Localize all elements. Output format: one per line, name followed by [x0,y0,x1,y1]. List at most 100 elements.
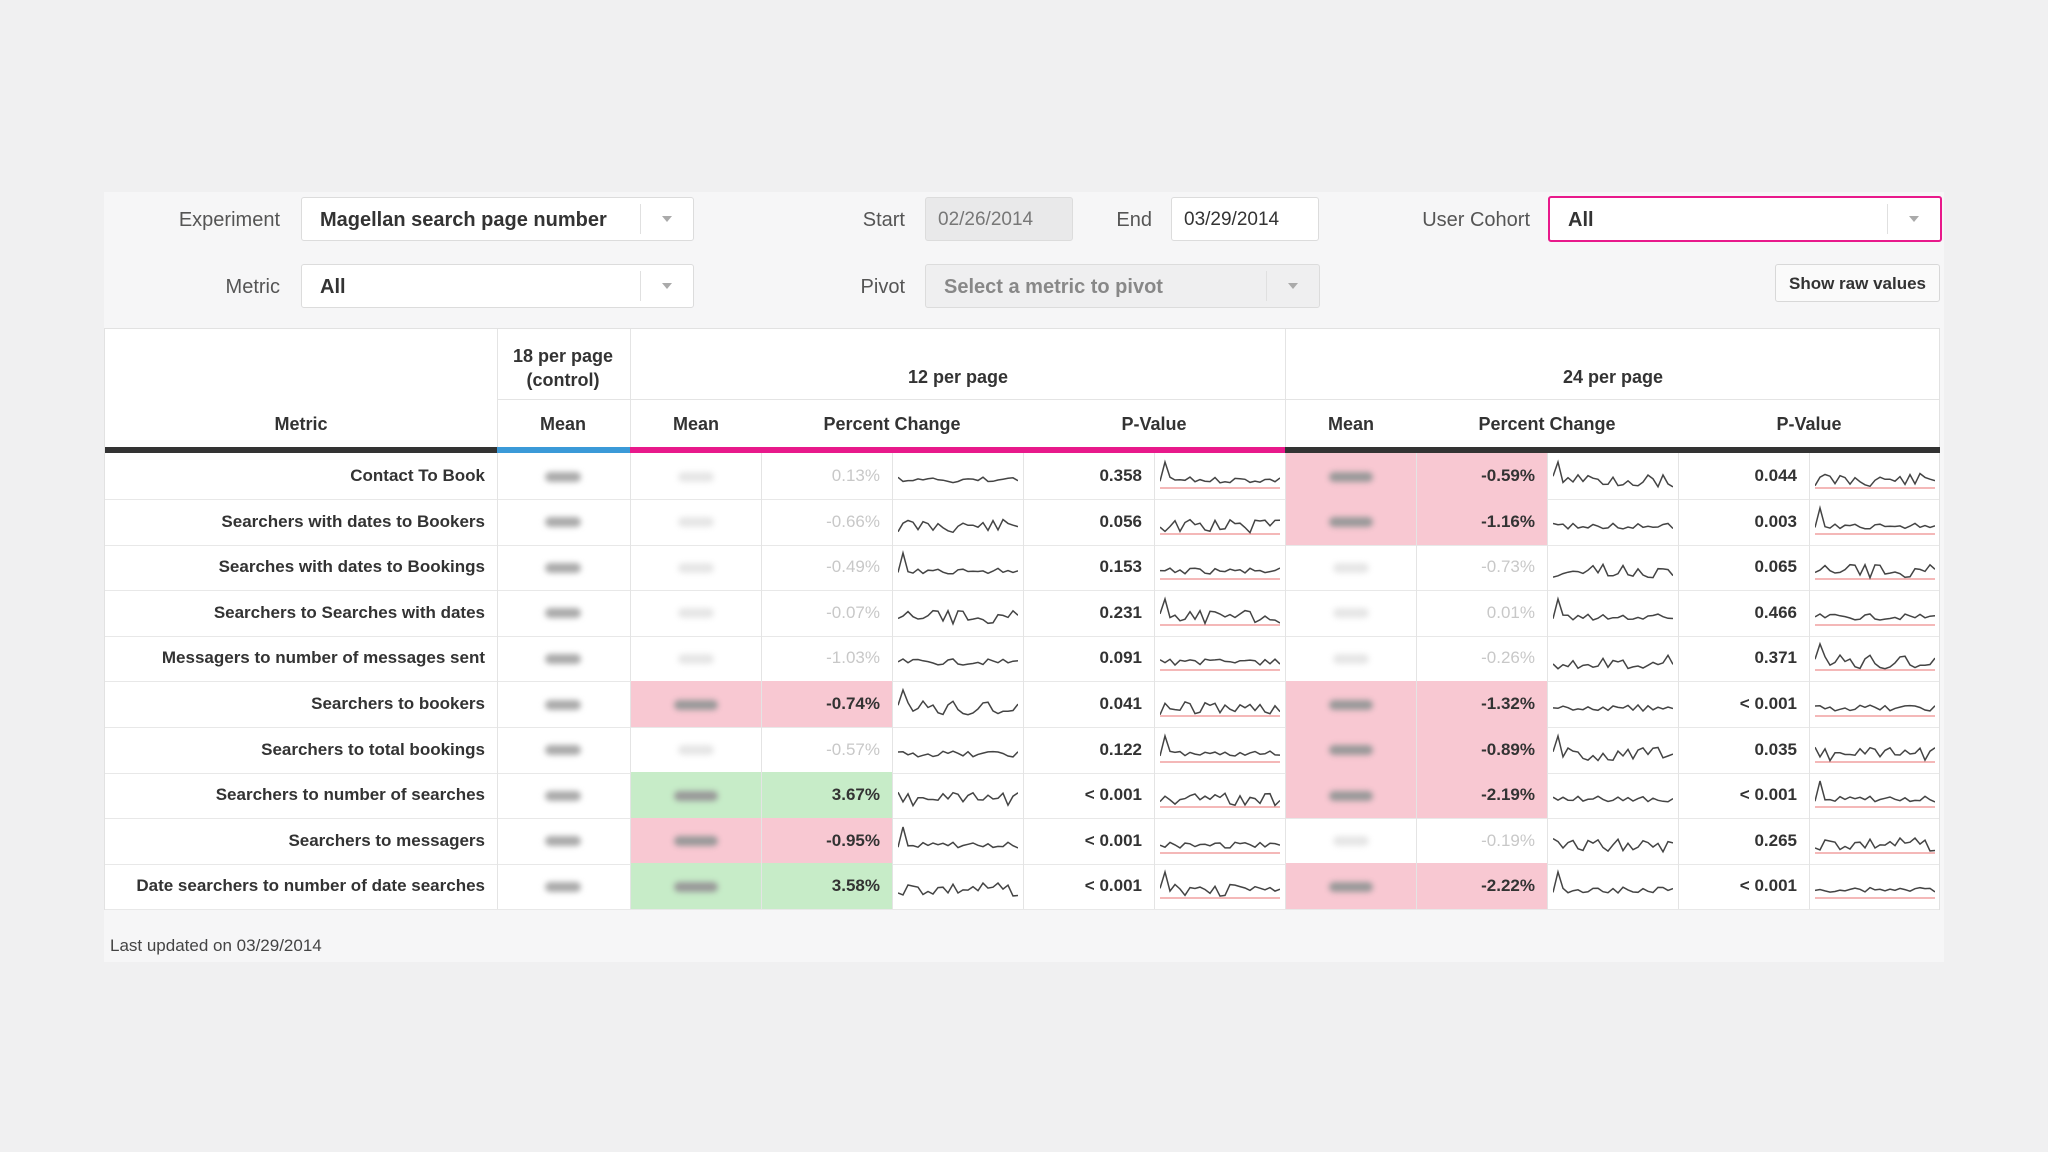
start-date-field[interactable]: 02/26/2014 [925,197,1073,241]
metric-select[interactable]: All [301,264,694,308]
sparkline [1547,681,1678,727]
percent-change-value: -0.49% [826,557,880,577]
chevron-down-icon[interactable] [1887,204,1940,234]
sparkline-trend [1815,504,1935,530]
percent-change-value: -0.57% [826,739,880,759]
percent-change-value: -2.22% [1416,863,1547,910]
blurred-mean-value [631,863,761,910]
column-divider [761,453,762,909]
column-header-metric[interactable]: Metric [274,414,328,434]
experiment-select[interactable]: Magellan search page number [301,197,694,241]
sparkline [1809,635,1940,681]
sparkline-chart [1815,472,1935,489]
sparkline-trend [1160,792,1280,807]
table-row[interactable]: Searchers to messagers -0.95% < 0.001 -0.19… [105,817,1939,865]
redacted-value [1333,562,1369,573]
blurred-mean-value [498,818,628,864]
chevron-down-icon[interactable] [1266,271,1319,301]
blurred-mean-value [498,544,628,590]
end-date-field[interactable]: 03/29/2014 [1171,197,1319,241]
sparkline-trend [1160,700,1280,716]
sparkline [1547,499,1678,545]
chevron-down-icon[interactable] [640,204,693,234]
blurred-mean-value [631,817,761,864]
blurred-mean-value [631,590,761,636]
header-bar-control [497,447,630,453]
blurred-mean-value [1286,498,1416,545]
table-row[interactable]: Searchers to Searches with dates -0.07% 0.… [105,590,1939,637]
redacted-value [545,790,581,801]
sparkline [892,635,1023,681]
table-row[interactable]: Date searchers to number of date searche… [105,863,1939,911]
sparkline-trend [1160,459,1280,484]
column-divider [1285,453,1286,909]
chevron-down-icon[interactable] [640,271,693,301]
start-label: Start [862,209,905,231]
table-row[interactable]: Searchers to number of searches 3.67% < 0.… [105,772,1939,820]
user-cohort-select[interactable]: All [1548,196,1942,242]
blurred-mean-value [1286,681,1416,727]
table-row[interactable]: Messagers to number of messages sent -1.0… [105,635,1940,683]
header-divider [498,399,1939,400]
sparkline [892,863,1023,909]
percent-change-value: -0.59% [1416,453,1547,499]
table-row[interactable]: Contact To Book 0.13% 0.358 -0.59% 0.044 [105,453,1939,500]
sparkline-trend [1160,732,1280,757]
sparkline-trend [898,550,1018,575]
sparkline-chart [898,517,1018,533]
blurred-mean-value [498,635,628,681]
experiment-label: Experiment [178,209,280,231]
p-value: 0.122 [1099,739,1142,759]
sparkline-trend [1553,869,1673,895]
sparkline [1809,681,1940,727]
column-header-24-mean[interactable]: Mean [1327,414,1374,434]
pivot-select[interactable]: Select a metric to pivot [925,264,1320,308]
table-row[interactable]: Searchers to total bookings -0.57% 0.122 -0… [105,726,1939,774]
column-header-12-pval[interactable]: P-Value [1121,414,1187,434]
sparkline-chart [1553,459,1673,489]
sparkline-trend [1553,732,1673,762]
sparkline-trend [1815,704,1935,712]
header-divider [497,329,498,447]
sparkline-trend [1553,837,1673,854]
redacted-value [545,653,581,664]
blurred-mean-value [1286,635,1416,681]
redacted-value [1333,836,1369,847]
column-header-24-pval[interactable]: P-Value [1776,414,1842,434]
blurred-mean-value [631,772,761,819]
sparkline [1547,818,1678,864]
column-header-12-mean[interactable]: Mean [672,414,719,434]
sparkline-chart [1815,642,1935,672]
column-header-control-mean[interactable]: Mean [539,414,586,434]
blurred-mean-value [498,499,628,545]
blurred-mean-value [631,544,761,590]
percent-change-value: -0.89% [1416,726,1547,773]
sparkline-trend [1553,703,1673,713]
column-header-24-pct[interactable]: Percent Change [1478,414,1616,434]
percent-change-value: 3.67% [761,772,892,819]
percent-change-value: -0.95% [761,817,892,864]
redacted-value [678,471,714,482]
blurred-mean-value [1286,453,1416,499]
table-row[interactable]: Searchers to bookers -0.74% 0.041 -1.32% < 0… [105,681,1939,728]
blurred-mean-value [498,727,628,773]
redacted-value [545,471,581,482]
p-value: 0.231 [1099,602,1142,622]
sparkline-chart [1160,596,1280,626]
sparkline-chart [1160,459,1280,489]
sparkline-trend [1815,612,1935,621]
table-row[interactable]: Searches with dates to Bookings -0.49% 0.1… [105,544,1939,592]
column-header-12-pct[interactable]: Percent Change [823,414,961,434]
p-value: < 0.001 [1739,785,1797,805]
redacted-value [545,745,581,756]
table-row[interactable]: Searchers with dates to Bookers -0.66% 0.0… [105,498,1939,546]
p-value: < 0.001 [1739,876,1797,896]
show-raw-values-button[interactable]: Show raw values [1775,264,1940,302]
percent-change-value: -1.32% [1416,681,1547,727]
metric-name: Searches with dates to Bookings [218,557,485,577]
sparkline [892,544,1023,590]
sparkline [1154,772,1285,818]
sparkline-chart [1815,612,1935,626]
sparkline-chart [898,476,1018,484]
p-value: 0.065 [1754,557,1797,577]
